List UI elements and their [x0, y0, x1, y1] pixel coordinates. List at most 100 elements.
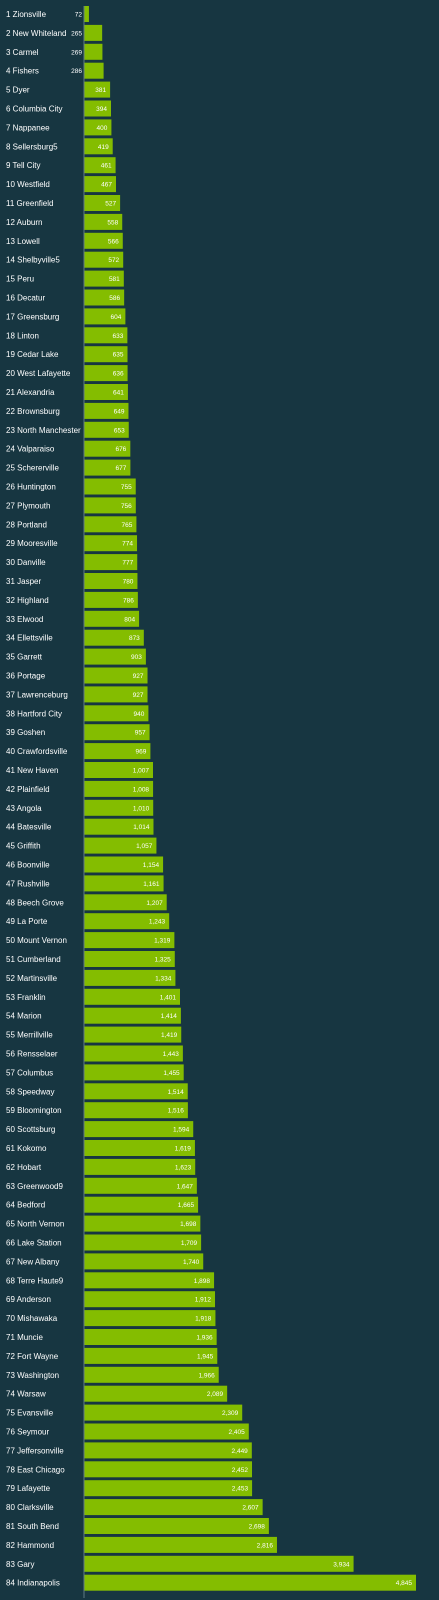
- category-label: 64 Bedford: [6, 1201, 45, 1210]
- bar: [84, 1045, 183, 1062]
- value-label: 1,665: [178, 1202, 195, 1209]
- value-label: 676: [115, 446, 126, 453]
- category-label: 26 Huntington: [6, 483, 56, 492]
- bar: [84, 1291, 216, 1308]
- bar: [84, 1158, 196, 1175]
- value-label: 1,057: [136, 843, 153, 850]
- category-label: 1 Zionsville: [6, 10, 47, 19]
- category-label: 74 Warsaw: [6, 1390, 46, 1399]
- value-label: 1,325: [155, 957, 172, 964]
- category-label: 70 Mishawaka: [6, 1314, 58, 1323]
- category-label: 84 Indianapolis: [6, 1579, 60, 1588]
- category-label: 9 Tell City: [6, 161, 41, 170]
- category-label: 68 Terre Haute9: [6, 1276, 64, 1285]
- category-label: 2 New Whiteland: [6, 29, 66, 38]
- value-label: 804: [124, 616, 135, 623]
- value-label: 1,243: [149, 919, 166, 926]
- category-label: 17 Greensburg: [6, 312, 59, 321]
- value-label: 1,161: [143, 881, 160, 888]
- value-label: 1,936: [196, 1335, 213, 1342]
- value-label: 1,334: [155, 975, 172, 982]
- bar: [84, 1574, 416, 1591]
- value-label: 1,207: [146, 900, 163, 907]
- bar: [84, 1404, 243, 1421]
- bar: [84, 308, 126, 325]
- value-label: 558: [107, 219, 118, 226]
- value-label: 873: [129, 635, 140, 642]
- value-label: 780: [123, 579, 134, 586]
- value-label: 1,740: [183, 1259, 200, 1266]
- category-label: 38 Hartford City: [6, 709, 62, 718]
- category-label: 66 Lake Station: [6, 1239, 62, 1248]
- category-label: 56 Rensselaer: [6, 1050, 58, 1059]
- category-label: 11 Greenfield: [6, 199, 53, 208]
- bar: [84, 195, 121, 211]
- bar: [84, 535, 138, 552]
- value-label: 586: [109, 295, 120, 302]
- bar: [84, 478, 136, 495]
- bar: [84, 1196, 199, 1213]
- value-label: 604: [111, 314, 122, 321]
- bar: [84, 459, 131, 476]
- value-label: 957: [135, 730, 146, 737]
- bar: [84, 289, 125, 306]
- value-label: 1,514: [167, 1089, 184, 1096]
- category-label: 55 Merrillville: [6, 1031, 53, 1040]
- category-label: 62 Hobart: [6, 1163, 42, 1172]
- category-label: 77 Jeffersonville: [6, 1446, 64, 1455]
- value-label: 641: [113, 390, 124, 397]
- category-label: 16 Decatur: [6, 294, 45, 303]
- bar: [84, 667, 148, 684]
- value-label: 1,154: [143, 862, 160, 869]
- value-label: 1,414: [161, 1013, 178, 1020]
- value-label: 2,309: [222, 1410, 239, 1417]
- category-label: 41 New Haven: [6, 766, 58, 775]
- category-label: 7 Nappanee: [6, 123, 50, 132]
- value-label: 419: [98, 144, 109, 151]
- category-label: 76 Seymour: [6, 1428, 49, 1437]
- value-label: 636: [113, 371, 124, 378]
- bars-layer: [84, 6, 416, 1591]
- bar: [84, 913, 170, 930]
- category-label: 49 La Porte: [6, 917, 48, 926]
- value-label: 581: [109, 276, 120, 283]
- value-label: 774: [122, 541, 133, 548]
- category-label: 51 Cumberland: [6, 955, 61, 964]
- value-label: 72: [75, 12, 83, 19]
- bar: [84, 43, 103, 60]
- value-label: 2,698: [249, 1524, 266, 1531]
- category-label: 59 Bloomington: [6, 1106, 62, 1115]
- value-label: 927: [133, 692, 144, 699]
- labels-layer: 1 Zionsville 72 2 New Whiteland 265 3 Carmel…: [6, 10, 412, 1588]
- bar: [84, 554, 138, 571]
- bar: [84, 856, 164, 873]
- bar: [84, 1423, 249, 1440]
- category-label: 78 East Chicago: [6, 1465, 65, 1474]
- bar: [84, 497, 136, 514]
- category-label: 31 Jasper: [6, 577, 41, 586]
- bar: [84, 138, 113, 155]
- bar: [84, 1121, 194, 1138]
- value-label: 1,966: [198, 1372, 215, 1379]
- bar: [84, 894, 167, 911]
- bar: [84, 402, 129, 419]
- category-label: 69 Anderson: [6, 1295, 51, 1304]
- bar: [84, 762, 153, 778]
- value-label: 286: [71, 68, 82, 75]
- value-label: 1,594: [173, 1127, 190, 1134]
- category-label: 40 Crawfordsville: [6, 747, 68, 756]
- category-label: 54 Marion: [6, 1012, 42, 1021]
- bar: [84, 440, 131, 457]
- value-label: 1,007: [133, 768, 150, 775]
- bar: [84, 1026, 182, 1043]
- bar: [84, 176, 116, 193]
- category-label: 37 Lawrenceburg: [6, 690, 68, 699]
- value-label: 1,014: [133, 824, 150, 831]
- value-label: 777: [122, 560, 133, 567]
- category-label: 57 Columbus: [6, 1068, 53, 1077]
- bar: [84, 384, 128, 400]
- category-label: 32 Highland: [6, 596, 49, 605]
- bar: [84, 100, 111, 117]
- category-label: 18 Linton: [6, 331, 39, 340]
